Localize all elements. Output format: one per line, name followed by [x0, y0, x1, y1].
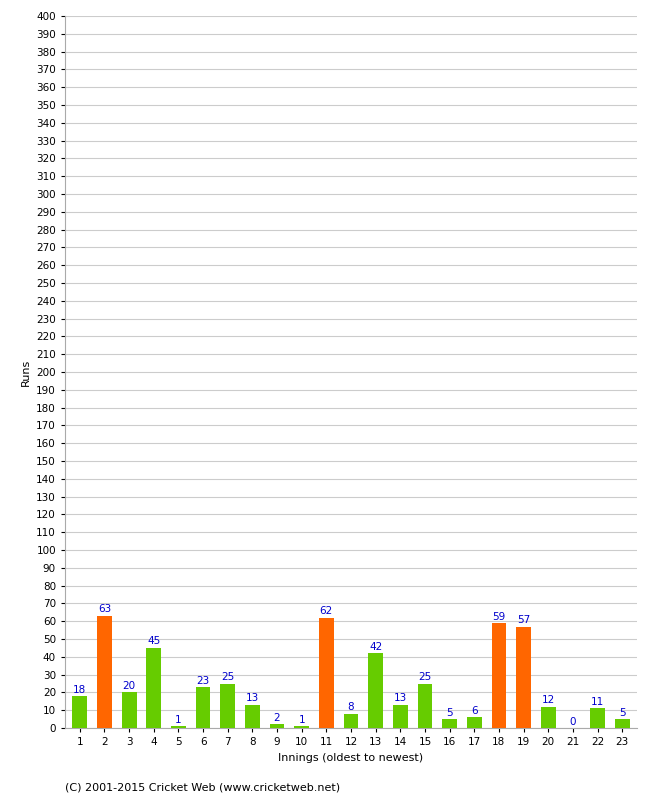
Bar [294, 726, 309, 728]
Text: 5: 5 [447, 708, 453, 718]
Text: 23: 23 [196, 676, 210, 686]
Text: (C) 2001-2015 Cricket Web (www.cricketweb.net): (C) 2001-2015 Cricket Web (www.cricketwe… [65, 782, 340, 792]
Text: 57: 57 [517, 615, 530, 625]
Bar [196, 687, 211, 728]
Y-axis label: Runs: Runs [21, 358, 31, 386]
Bar [491, 623, 506, 728]
Bar [344, 714, 358, 728]
Text: 42: 42 [369, 642, 382, 652]
Text: 63: 63 [98, 605, 111, 614]
Text: 1: 1 [175, 714, 182, 725]
Text: 18: 18 [73, 685, 86, 694]
Bar [72, 696, 87, 728]
Bar [369, 654, 383, 728]
Bar [467, 718, 482, 728]
Text: 20: 20 [123, 681, 136, 691]
Text: 13: 13 [246, 694, 259, 703]
Text: 13: 13 [394, 694, 407, 703]
Bar [171, 726, 186, 728]
Text: 2: 2 [274, 713, 280, 723]
Text: 11: 11 [591, 697, 604, 707]
Text: 5: 5 [619, 708, 625, 718]
Text: 12: 12 [541, 695, 555, 706]
Bar [590, 709, 605, 728]
Text: 8: 8 [348, 702, 354, 712]
Bar [146, 648, 161, 728]
Text: 62: 62 [320, 606, 333, 616]
Bar [393, 705, 408, 728]
Bar [417, 683, 432, 728]
Text: 1: 1 [298, 714, 305, 725]
Bar [541, 706, 556, 728]
Text: 25: 25 [419, 672, 432, 682]
Text: 6: 6 [471, 706, 478, 716]
Bar [319, 618, 333, 728]
X-axis label: Innings (oldest to newest): Innings (oldest to newest) [278, 753, 424, 762]
Bar [97, 616, 112, 728]
Bar [516, 626, 531, 728]
Bar [270, 725, 285, 728]
Text: 25: 25 [221, 672, 235, 682]
Text: 59: 59 [492, 611, 506, 622]
Bar [122, 692, 136, 728]
Text: 0: 0 [569, 717, 576, 726]
Bar [442, 719, 457, 728]
Bar [615, 719, 630, 728]
Bar [245, 705, 260, 728]
Text: 45: 45 [147, 637, 161, 646]
Bar [220, 683, 235, 728]
